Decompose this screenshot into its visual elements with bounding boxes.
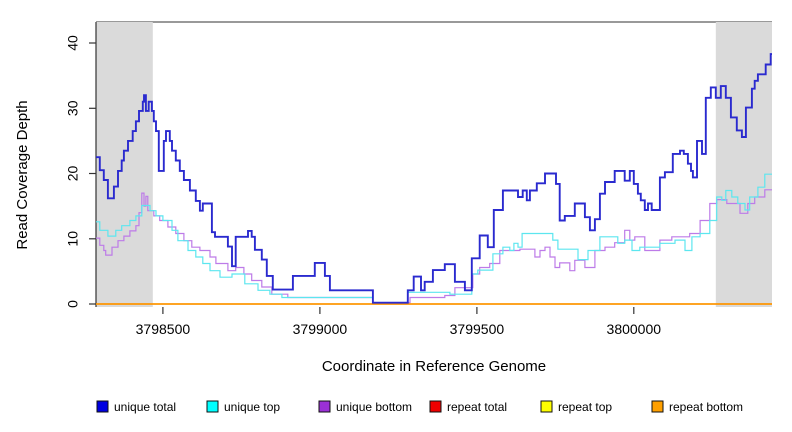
legend-swatch-repeat-top <box>540 400 553 413</box>
y-tick-label: 10 <box>65 231 81 247</box>
x-tick-label: 3799500 <box>450 321 505 337</box>
legend-swatch-unique-total <box>96 400 109 413</box>
legend-swatch-unique-bottom <box>318 400 331 413</box>
y-tick-label: 0 <box>65 300 81 308</box>
x-tick-label: 3798500 <box>136 321 191 337</box>
legend-swatch-repeat-total <box>429 400 442 413</box>
legend-label-unique-bottom: unique bottom <box>336 400 412 414</box>
legend-label-repeat-bottom: repeat bottom <box>669 400 743 414</box>
legend-label-repeat-total: repeat total <box>447 400 507 414</box>
legend-swatch-repeat-bottom <box>651 400 664 413</box>
y-tick-label: 30 <box>65 100 81 116</box>
x-tick-label: 3800000 <box>607 321 662 337</box>
x-tick-label: 3799000 <box>293 321 348 337</box>
series-unique-total <box>96 53 772 304</box>
y-tick-label: 20 <box>65 166 81 182</box>
legend-label-repeat-top: repeat top <box>558 400 612 414</box>
legend-label-unique-total: unique total <box>114 400 176 414</box>
series-unique-bottom <box>96 189 772 304</box>
series-unique-top <box>96 173 772 304</box>
x-axis-title: Coordinate in Reference Genome <box>322 358 546 375</box>
shaded-region-band-2 <box>715 22 772 307</box>
legend-swatch-unique-top <box>206 400 219 413</box>
legend-label-unique-top: unique top <box>224 400 280 414</box>
y-axis-title: Read Coverage Depth <box>14 100 31 249</box>
y-tick-label: 40 <box>65 35 81 51</box>
shaded-region-band-1 <box>96 22 153 307</box>
